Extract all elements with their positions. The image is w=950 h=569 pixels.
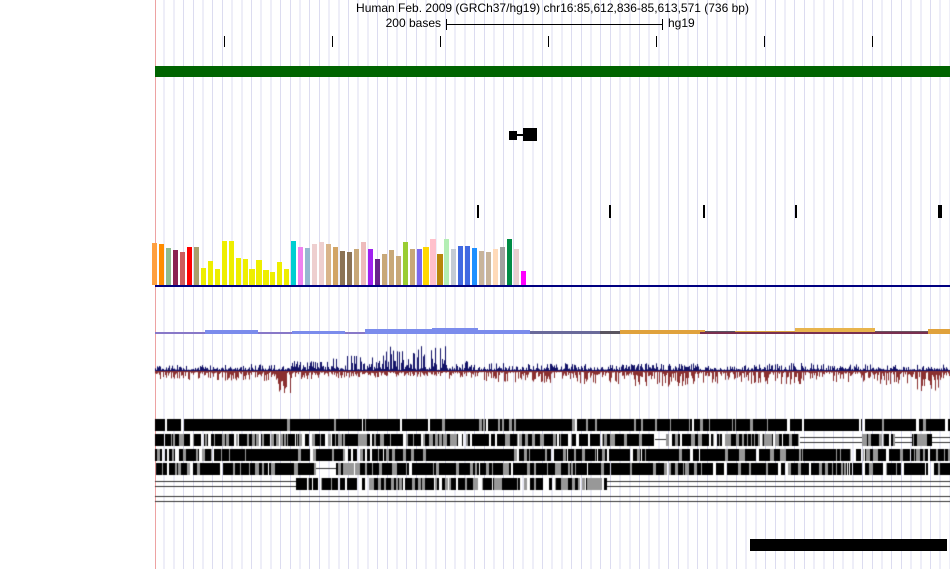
gtex-expression-bar[interactable] [346, 252, 353, 285]
scale-bar-end-tick [446, 19, 447, 30]
ruler-tick [872, 36, 873, 47]
ruler-tick [548, 36, 549, 47]
scale-value: 200 bases [385, 16, 441, 30]
gtex-expression-bar[interactable] [395, 256, 401, 285]
multiz-row-x_tropicalis[interactable] [155, 493, 950, 505]
gtex-expression-bar[interactable] [507, 239, 513, 285]
gtex-expression-bar[interactable] [333, 247, 339, 285]
gtex-expression-bar[interactable] [284, 269, 290, 285]
gtex-expression-bar[interactable] [360, 242, 366, 285]
dbsnp-variant-tick[interactable] [703, 205, 705, 218]
gtex-expression-bar[interactable] [520, 271, 527, 285]
gtex-expression-bar[interactable] [235, 258, 241, 285]
dbsnp-variant-tick[interactable] [609, 205, 611, 218]
scale-bar-line [446, 24, 662, 25]
multiz-row-chicken[interactable] [155, 478, 950, 490]
ruler-tick [224, 36, 225, 47]
sequence-item-box[interactable] [509, 131, 517, 140]
gtex-expression-bar[interactable] [186, 247, 192, 285]
dbsnp-variant-tick[interactable] [477, 205, 479, 218]
h3k27ac-signal-segment[interactable] [365, 329, 432, 334]
gtex-expression-bar[interactable] [298, 247, 304, 285]
ruler-tick [332, 36, 333, 47]
gtex-expression-bar[interactable] [381, 254, 387, 285]
sequence-item-link [517, 134, 523, 136]
gtex-expression-bar[interactable] [409, 249, 415, 285]
sequence-item-box[interactable] [523, 128, 537, 141]
gtex-expression-bar[interactable] [472, 248, 478, 285]
gtex-expression-bar[interactable] [458, 246, 464, 285]
h3k27ac-signal-segment[interactable] [620, 330, 705, 334]
gtex-expression-bar[interactable] [277, 262, 283, 285]
gtex-expression-bar[interactable] [493, 249, 499, 285]
multiz-row-zebrafish[interactable] [155, 508, 950, 520]
gtex-expression-bar[interactable] [465, 246, 471, 285]
multiz-row-dog[interactable] [155, 449, 950, 461]
gtex-expression-bar[interactable] [193, 247, 199, 285]
gtex-expression-bar[interactable] [221, 241, 227, 285]
gtex-expression-bar[interactable] [165, 248, 172, 285]
gtex-expression-bar[interactable] [256, 260, 262, 285]
gtex-expression-bar[interactable] [479, 251, 485, 285]
gtex-expression-bar[interactable] [367, 249, 373, 285]
repeatmasker-element-box[interactable] [750, 539, 947, 551]
ruler-tick [764, 36, 765, 47]
h3k27ac-signal-segment[interactable] [928, 329, 950, 334]
gencode-gene-bar-gse1-as1[interactable] [155, 66, 950, 77]
phylop-track[interactable] [155, 344, 950, 396]
gtex-expression-bar[interactable] [249, 269, 255, 285]
scale-bar-end-tick [662, 19, 663, 30]
gtex-expression-bar[interactable] [263, 270, 269, 285]
h3k27ac-signal-segment[interactable] [432, 328, 478, 334]
gtex-expression-bar[interactable] [200, 268, 206, 285]
gtex-expression-bar[interactable] [402, 242, 408, 285]
range-title: Human Feb. 2009 (GRCh37/hg19) chr16:85,6… [356, 1, 749, 15]
gtex-expression-bar[interactable] [270, 272, 276, 285]
gtex-expression-bar[interactable] [312, 244, 318, 285]
dbsnp-variant-tick[interactable] [938, 205, 942, 218]
gtex-expression-bar[interactable] [291, 241, 297, 285]
multiz-row-rhesus[interactable] [155, 419, 950, 431]
h3k27ac-signal-segment[interactable] [478, 330, 530, 334]
gtex-expression-bar[interactable] [513, 249, 520, 285]
dbsnp-variant-tick[interactable] [795, 205, 797, 218]
gtex-expression-bar[interactable] [486, 252, 492, 285]
gtex-expression-bar[interactable] [423, 247, 429, 285]
gtex-expression-bar[interactable] [353, 249, 359, 285]
gtex-expression-bar[interactable] [430, 239, 436, 285]
gtex-expression-bar[interactable] [437, 254, 443, 285]
gtex-expression-bar[interactable] [207, 261, 213, 285]
gtex-expression-bar[interactable] [319, 242, 325, 285]
gtex-expression-bar[interactable] [444, 239, 450, 285]
h3k27ac-signal-segment[interactable] [205, 330, 258, 334]
multiz-row-mouse[interactable] [155, 434, 950, 446]
gtex-expression-bar[interactable] [326, 244, 332, 285]
gtex-expression-bar[interactable] [305, 248, 311, 285]
gtex-expression-bar[interactable] [179, 252, 185, 285]
gtex-expression-bar[interactable] [172, 250, 179, 285]
gtex-expression-bar[interactable] [451, 249, 457, 285]
gtex-expression-bar[interactable] [339, 251, 346, 285]
gtex-expression-bar[interactable] [159, 244, 165, 285]
gtex-expression-bar[interactable] [388, 250, 394, 285]
h3k27ac-signal-segment[interactable] [292, 331, 345, 334]
gtex-baseline [155, 285, 950, 287]
gtex-expression-bar[interactable] [416, 249, 422, 285]
gtex-expression-bar[interactable] [214, 269, 220, 285]
gtex-expression-bar[interactable] [228, 241, 234, 285]
ruler-tick [656, 36, 657, 47]
ruler-tick [440, 36, 441, 47]
gtex-expression-bar[interactable] [242, 259, 248, 285]
h3k27ac-signal-segment[interactable] [700, 332, 950, 334]
gtex-expression-bar[interactable] [500, 247, 506, 285]
multiz-row-elephant[interactable] [155, 463, 950, 475]
gtex-expression-bar[interactable] [152, 243, 158, 285]
gtex-expression-bar[interactable] [374, 259, 380, 285]
assembly-label: hg19 [668, 16, 695, 30]
